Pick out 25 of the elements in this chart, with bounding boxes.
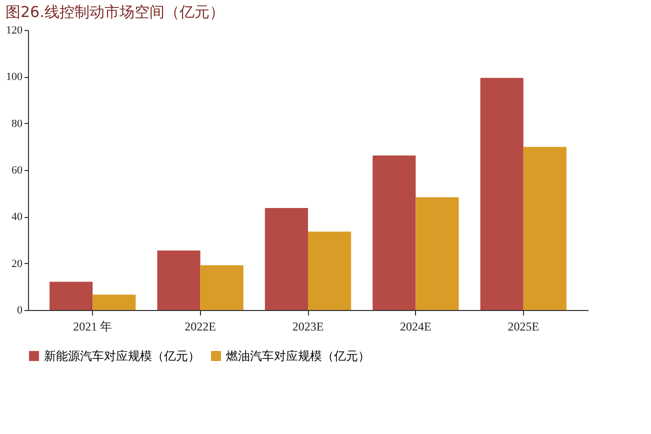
bar (264, 208, 308, 310)
x-tick-label: 2022E (184, 320, 216, 334)
y-tick-label: 100 (6, 71, 23, 84)
legend-label: 燃油汽车对应规模（亿元） (226, 349, 370, 363)
y-tick-label: 0 (17, 304, 23, 316)
y-tick-label: 120 (6, 24, 23, 36)
y-tick-label: 20 (12, 258, 23, 270)
bar (200, 265, 244, 310)
y-tick-label: 60 (12, 164, 23, 176)
x-tick-label: 2025E (508, 320, 540, 334)
legend-label: 新能源汽车对应规模（亿元） (44, 349, 200, 363)
x-tick-label: 2021 年 (73, 320, 112, 334)
bar (92, 294, 136, 310)
y-tick-label: 40 (12, 211, 23, 224)
bar (372, 156, 416, 310)
y-tick-label: 80 (12, 118, 23, 130)
x-tick-label: 2024E (400, 320, 432, 334)
bar (523, 146, 566, 310)
chart-title: 图26.线控制动市场空间（亿元） (6, 3, 224, 21)
bar (480, 78, 524, 310)
bar (157, 250, 200, 310)
bar (50, 282, 93, 310)
bar (416, 197, 459, 310)
bar (308, 232, 352, 310)
x-tick-label: 2023E (292, 320, 324, 334)
